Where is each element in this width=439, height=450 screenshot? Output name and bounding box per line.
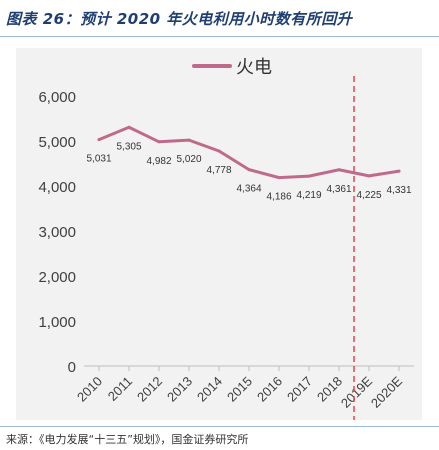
- x-tick-label: 2015: [224, 374, 255, 405]
- data-point: [277, 176, 281, 180]
- x-tick-label: 2017: [284, 374, 315, 405]
- x-tick-label: 2020E: [368, 373, 405, 410]
- data-point: [337, 168, 341, 172]
- x-tick-label: 2016: [254, 374, 285, 405]
- x-tick-label: 2014: [194, 374, 225, 405]
- data-point: [307, 174, 311, 178]
- y-tick-label: 3,000: [38, 224, 76, 241]
- data-point: [187, 138, 191, 142]
- x-tick-label: 2011: [105, 374, 135, 404]
- data-label: 4,982: [146, 156, 171, 167]
- x-tick-label: 2019E: [338, 373, 375, 410]
- x-tick-label: 2013: [164, 374, 195, 405]
- y-tick-label: 6,000: [38, 89, 76, 106]
- y-tick-label: 5,000: [38, 134, 76, 151]
- y-tick-label: 4,000: [38, 179, 76, 196]
- y-tick-label: 0: [68, 359, 76, 376]
- x-tick-label: 2012: [134, 374, 165, 405]
- data-label: 4,219: [296, 190, 321, 201]
- source-note: 来源：《电力发展“十三五”规划》，国金证券研究所: [6, 433, 249, 446]
- header-divider: [0, 36, 439, 37]
- data-point: [97, 138, 101, 142]
- legend: 火电: [192, 57, 272, 77]
- data-point: [367, 174, 371, 178]
- x-axis: 2010 201120122013201420152016201720182019…: [74, 365, 414, 411]
- legend-label: 火电: [236, 57, 272, 77]
- data-label: 4,331: [386, 185, 411, 196]
- y-axis: 0 1,000 2,000 3,000 4,000 5,000 6,000: [38, 89, 76, 376]
- data-label: 4,225: [356, 190, 381, 201]
- data-label: 5,305: [116, 141, 141, 152]
- x-tick-label: 2010: [74, 374, 105, 405]
- data-point: [127, 125, 131, 129]
- data-label: 4,361: [326, 184, 351, 195]
- data-point: [157, 140, 161, 144]
- footer-divider: [0, 426, 439, 427]
- data-label: 4,364: [236, 184, 261, 195]
- data-points: [97, 125, 401, 180]
- data-label: 4,778: [206, 165, 231, 176]
- data-point: [397, 169, 401, 173]
- data-label: 5,031: [86, 154, 111, 165]
- y-tick-label: 1,000: [38, 314, 76, 331]
- data-labels: 5,031 5,305 4,982 5,020 4,778 4,364 4,186 4,219…: [86, 141, 411, 202]
- y-tick-label: 2,000: [38, 269, 76, 286]
- data-point: [247, 168, 251, 172]
- data-label: 4,186: [266, 192, 291, 203]
- chart-panel: 火电 0 1,000 2,000 3,000 4,000 5,000 6,000 2010 2…: [16, 48, 422, 420]
- page-title: 图表 26：预计 2020 年火电利用小时数有所回升: [6, 10, 353, 28]
- data-label: 5,020: [176, 154, 201, 165]
- data-point: [217, 149, 221, 153]
